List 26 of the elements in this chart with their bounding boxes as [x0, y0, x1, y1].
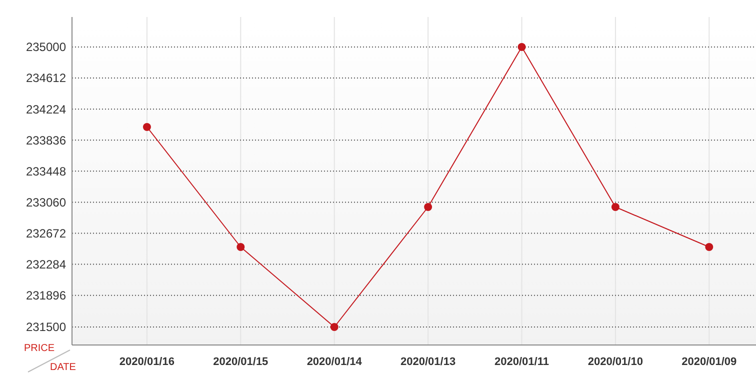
point: [705, 243, 714, 251]
y-tick-label: 234224: [26, 102, 66, 116]
x-tick-label: 2020/01/11: [494, 356, 549, 368]
y-tick-label: 233448: [26, 164, 66, 178]
x-tick-label: 2020/01/16: [119, 356, 174, 368]
point: [424, 203, 432, 211]
y-tick-label: 232284: [26, 257, 66, 272]
y-tick-label: 231896: [26, 288, 66, 303]
y-axis-title: PRICE: [24, 343, 55, 354]
x-tick-label: 2020/01/15: [213, 356, 268, 368]
x-tick-label: 2020/01/09: [682, 356, 737, 368]
y-tick-label: 232672: [26, 226, 66, 240]
point: [611, 203, 620, 211]
y-tick-label: 235000: [26, 40, 66, 54]
x-tick-label: 2020/01/13: [400, 356, 456, 368]
x-tick-label: 2020/01/14: [306, 356, 363, 368]
point: [330, 323, 338, 331]
point: [236, 243, 245, 251]
y-tick-label: 231500: [26, 320, 66, 334]
x-tick-label: 2020/01/10: [588, 356, 643, 368]
x-axis-title: DATE: [50, 362, 76, 373]
point: [142, 123, 151, 131]
y-tick-label: 233836: [26, 133, 66, 148]
y-tick-label: 233060: [26, 195, 66, 210]
point: [518, 43, 526, 51]
y-tick-label: 234612: [26, 71, 66, 86]
